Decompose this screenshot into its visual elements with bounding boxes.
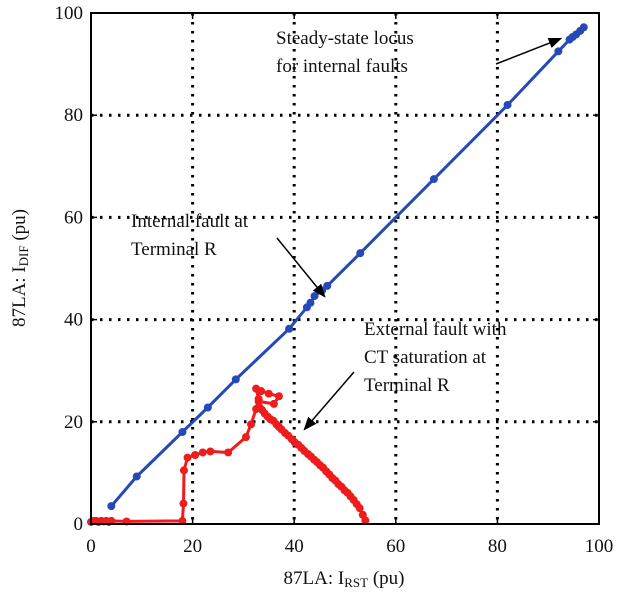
data-point [178,516,187,525]
data-point [178,428,187,437]
data-point [191,451,200,460]
data-point [285,324,294,333]
data-point [183,453,192,462]
data-point [361,516,370,525]
data-point [247,420,256,429]
data-point [503,100,512,109]
x-tick-label: 60 [386,536,405,557]
data-point [429,175,438,184]
data-point [269,399,278,408]
y-tick-label: 0 [74,514,84,535]
x-axis-label-unit: (pu) [368,568,404,589]
data-point [224,448,233,457]
data-point [356,249,365,258]
y-tick-label: 100 [55,3,84,24]
data-point [274,392,283,401]
annotation-internal-fault-line-2: Terminal R [131,239,217,260]
annotation-arrow-steady-state [495,37,563,65]
x-axis-label: 87LA: IRST (pu) [284,568,405,590]
data-point [257,387,266,396]
annotation-external-fault-line-2: CT saturation at [364,347,487,368]
data-point [107,516,116,525]
x-tick-label: 0 [86,536,96,557]
data-point [355,504,364,513]
data-point [306,298,315,307]
data-point [310,292,319,301]
y-axis-label: 87LA: IDIF (pu) [9,209,31,327]
x-tick-label: 40 [285,536,304,557]
data-point [231,375,240,384]
x-axis-label-main: 87LA: I [284,568,345,589]
axis-ticks: 0 20 40 60 80 100 0 20 40 60 80 100 [55,3,614,557]
x-tick-label: 80 [488,536,507,557]
y-tick-label: 80 [64,105,83,126]
x-axis-label-subscript: RST [344,575,368,590]
annotation-arrow-internal [276,237,326,298]
data-point [579,23,588,32]
annotation-external-fault: External fault with CT saturation at Ter… [364,319,511,396]
annotation-external-fault-line-3: Terminal R [364,375,450,396]
data-point [264,389,273,398]
data-point [203,403,212,412]
y-axis-label-subscript: DIF [16,245,31,266]
grid [91,13,599,524]
data-point [206,447,215,456]
data-point [179,466,188,475]
data-point [254,397,263,406]
annotation-steady-state: Steady-state locus for internal faults [276,28,418,77]
data-point [554,47,563,56]
x-tick-label: 20 [183,536,202,557]
annotations [276,37,563,431]
data-point [241,433,250,442]
data-point [132,472,141,481]
y-tick-label: 40 [64,310,83,331]
data-point [198,448,207,457]
annotation-steady-state-line-1: Steady-state locus [276,28,414,49]
y-tick-label: 60 [64,207,83,228]
annotation-steady-state-line-2: for internal faults [276,56,408,77]
y-axis-label-main: 87LA: I [9,266,30,327]
plot-frame [90,12,600,525]
y-tick-label: 20 [64,412,83,433]
annotation-internal-fault: Internal fault at Terminal R [131,211,253,260]
x-tick-label: 100 [585,536,614,557]
series-1 [87,384,370,526]
annotation-external-fault-line-1: External fault with [364,319,507,340]
y-axis-label-unit: (pu) [9,209,30,245]
annotation-arrow-external [303,371,355,431]
annotation-internal-fault-line-1: Internal fault at [131,211,249,232]
data-point [323,281,332,290]
data-point [179,499,188,508]
data-point [107,502,116,511]
